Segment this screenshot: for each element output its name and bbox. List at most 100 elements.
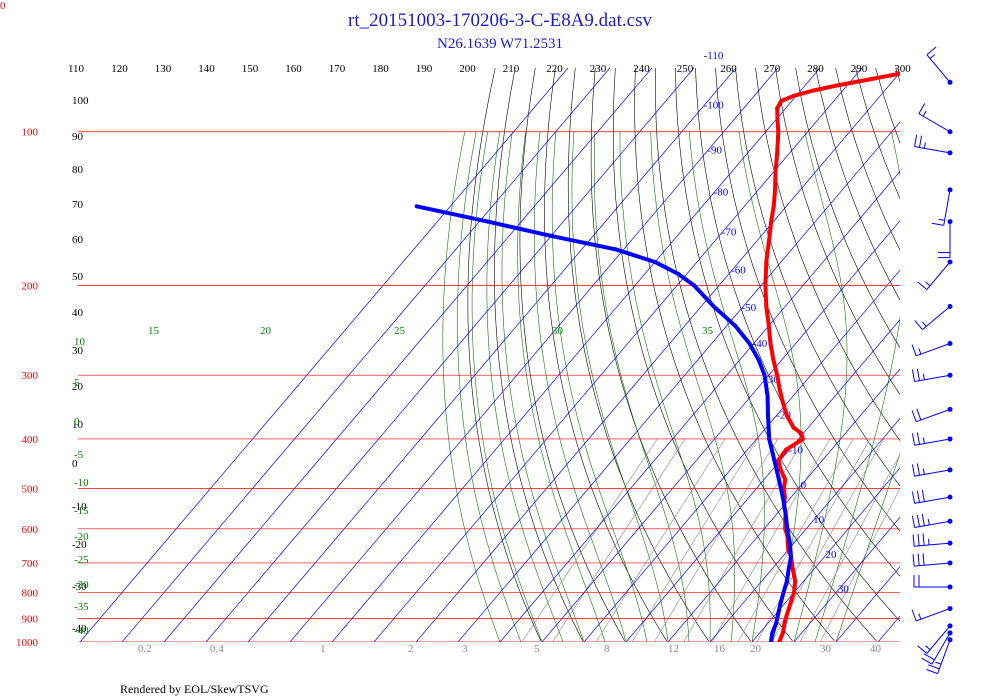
isotherm-label: 20 — [825, 549, 837, 561]
wind-barb — [918, 103, 953, 135]
temperature-point — [775, 118, 780, 123]
temperature-point — [778, 467, 783, 472]
dry-adiabat-label: 0 — [72, 458, 78, 470]
wind-barb-halfflag — [929, 54, 935, 59]
moist-adiabat-left-label: 5 — [74, 377, 80, 389]
dry-adiabat — [467, 68, 542, 642]
temperature-point — [783, 477, 788, 482]
moist-adiabat — [471, 131, 543, 642]
dry-adiabat — [735, 68, 900, 487]
temperature-point — [769, 219, 774, 224]
dry-adiabat-label: 60 — [72, 234, 84, 246]
wind-barb-halfflag — [938, 218, 945, 221]
top-temperature-label: 200 — [459, 63, 476, 75]
dry-adiabat — [519, 68, 625, 642]
wind-barb — [911, 406, 953, 423]
temperature-point — [781, 400, 785, 405]
wind-barb-flag — [916, 432, 920, 445]
moist-adiabat — [486, 131, 564, 642]
isotherm — [79, 68, 569, 642]
dry-adiabat — [855, 68, 900, 200]
moist-adiabat — [533, 131, 627, 642]
moist-adiabat-label: 35 — [702, 325, 714, 337]
isotherm-label: -100 — [704, 99, 725, 111]
wind-barb — [938, 219, 953, 259]
wind-barb-flag — [914, 320, 923, 330]
dewpoint-point — [789, 554, 793, 559]
dry-adiabat — [996, 68, 1000, 641]
dry-adiabat-label: -10 — [72, 501, 87, 513]
wind-barb-flag — [912, 554, 915, 567]
moist-adiabat-left-label: -15 — [74, 505, 89, 517]
wind-barb-halfflag — [935, 661, 942, 665]
top-temperature-label: 140 — [198, 63, 215, 75]
wind-barb-staff — [931, 632, 951, 665]
wind-barb-flag — [911, 609, 917, 622]
isotherm — [625, 319, 900, 642]
dry-adiabat-label: 20 — [72, 381, 84, 393]
isotherm — [920, 68, 1000, 642]
moist-adiabat-label: 30 — [552, 325, 564, 337]
mixing-ratio-label: 30 — [820, 643, 832, 655]
pressure-label: 400 — [22, 434, 39, 446]
wind-barb-staff — [914, 374, 951, 382]
wind-barb-flag — [921, 657, 933, 665]
isotherm-label: -50 — [741, 302, 756, 314]
wind-barb-halfflag — [922, 110, 927, 117]
wind-barb — [911, 606, 953, 622]
dry-adiabat — [590, 68, 751, 642]
moist-adiabat — [571, 131, 669, 642]
temperature-point — [811, 88, 816, 93]
temperature-point — [773, 187, 778, 192]
wind-barb — [911, 489, 953, 504]
dewpoint-point — [772, 458, 777, 463]
wind-barb — [912, 533, 953, 547]
dewpoint-point — [765, 394, 770, 399]
isotherm-label: -40 — [753, 338, 768, 350]
mixing-ratio-label: 2 — [408, 643, 414, 655]
top-temperature-label: 250 — [677, 63, 694, 75]
temperature-point — [764, 260, 769, 264]
dry-adiabat-label: 70 — [72, 199, 84, 211]
temperature-point — [790, 567, 795, 572]
chart-title: rt_20151003-170206-3-C-E8A9.dat.csv — [348, 10, 652, 31]
wind-barb-flag — [911, 410, 917, 422]
wind-barb-flag — [918, 103, 926, 114]
temperature-point — [768, 341, 773, 346]
dry-adiabat — [936, 68, 1000, 641]
wind-barb-staff — [943, 189, 951, 226]
temperature-point — [792, 93, 797, 98]
wind-barb-flag — [917, 281, 928, 290]
isotherm — [583, 269, 900, 642]
mixing-ratio-label: 0.4 — [210, 643, 224, 655]
dewpoint-point — [711, 304, 716, 309]
isotherm — [163, 68, 653, 642]
dewpoint-point — [770, 631, 775, 635]
dewpoint-point — [778, 601, 783, 606]
wind-barb-flag — [926, 669, 938, 675]
top-temperature-label: 150 — [242, 63, 259, 75]
isotherm — [541, 220, 900, 642]
isotherm-label: -70 — [722, 226, 737, 238]
isotherm-label: -80 — [714, 186, 729, 198]
mixing-ratio-line — [631, 438, 758, 642]
dry-adiabat — [775, 68, 900, 396]
dry-adiabat-label: 50 — [72, 271, 84, 283]
wind-barb — [911, 513, 953, 529]
isotherm — [499, 170, 900, 642]
dewpoint-point — [676, 272, 681, 276]
moist-adiabat-left-label: -10 — [74, 477, 89, 489]
isotherm — [793, 516, 900, 642]
temperature-point — [763, 283, 768, 288]
wind-barb-flag — [911, 344, 917, 356]
temperature-point — [799, 431, 804, 436]
moist-adiabat — [551, 131, 648, 642]
top-temperature-label: 270 — [764, 63, 781, 75]
dry-adiabat — [795, 68, 900, 349]
wind-barb-staff — [914, 438, 951, 446]
dry-adiabat — [815, 68, 900, 301]
dry-adiabat — [715, 68, 900, 532]
wind-barb-flag — [927, 664, 940, 670]
wind-barb-staff — [937, 639, 951, 674]
